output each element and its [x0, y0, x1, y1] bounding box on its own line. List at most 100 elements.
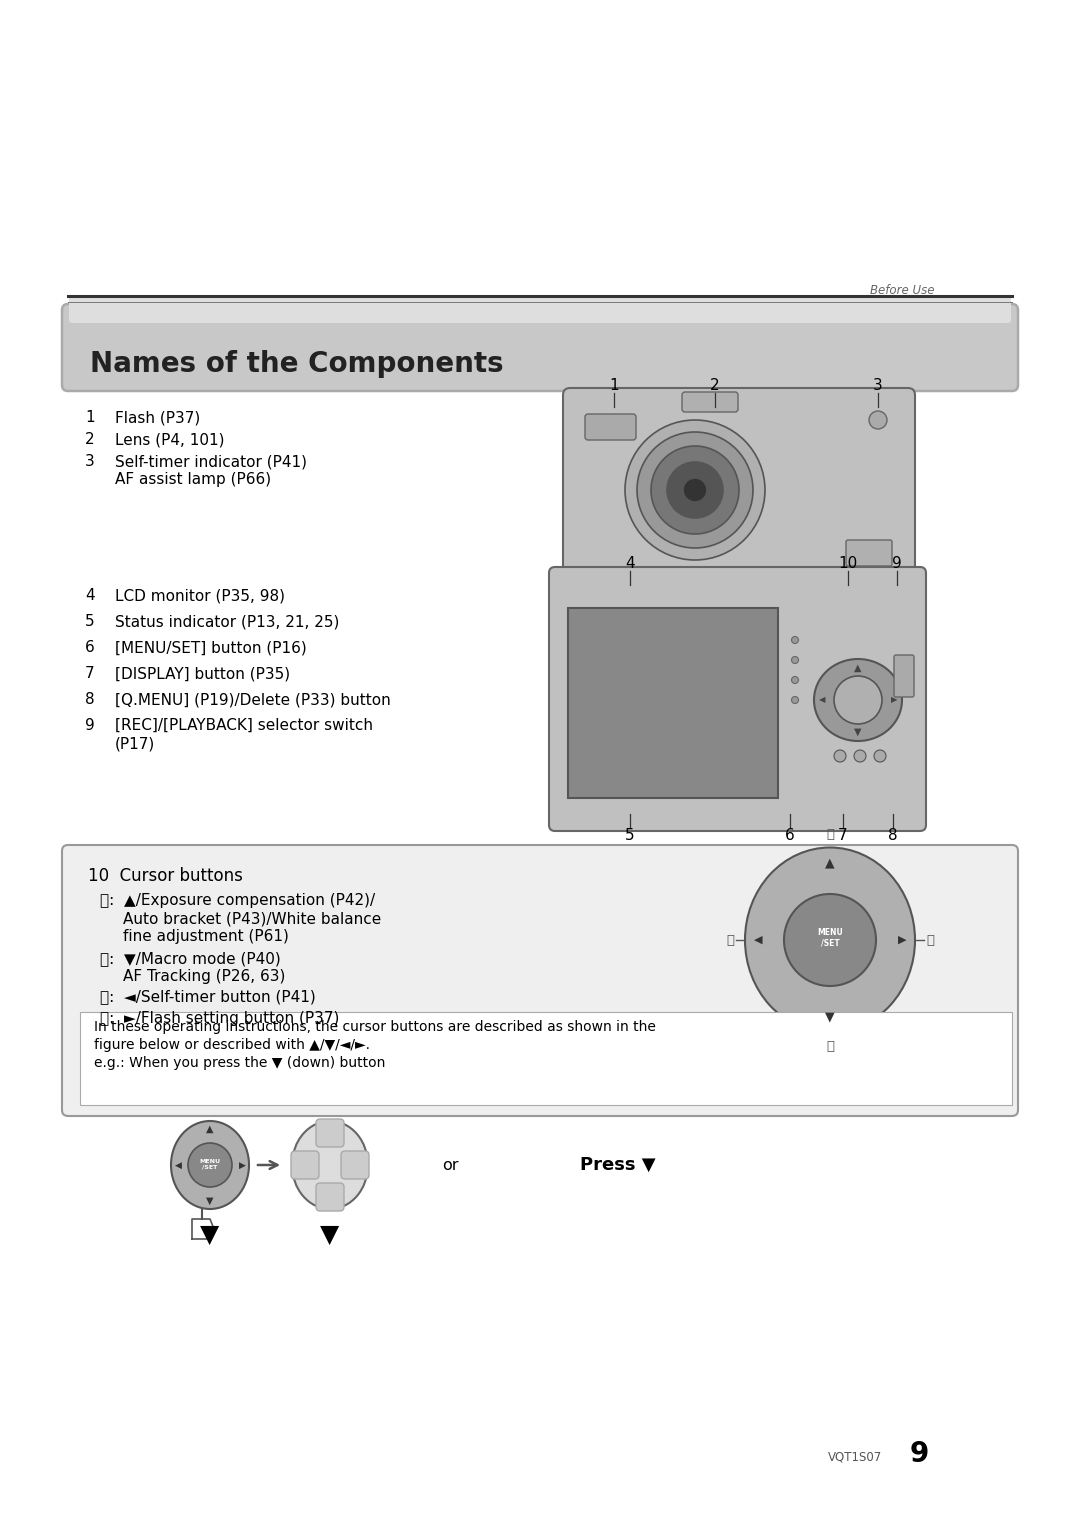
Text: 9: 9	[892, 555, 902, 571]
Text: 4: 4	[85, 588, 95, 603]
Text: Names of the Components: Names of the Components	[90, 349, 503, 378]
Text: MENU
/SET: MENU /SET	[818, 928, 842, 948]
Text: AF assist lamp (P66): AF assist lamp (P66)	[114, 472, 271, 487]
Ellipse shape	[292, 1122, 368, 1209]
FancyBboxPatch shape	[894, 655, 914, 697]
Text: Ⓑ:  ▼/Macro mode (P40): Ⓑ: ▼/Macro mode (P40)	[100, 951, 281, 966]
FancyBboxPatch shape	[585, 414, 636, 439]
Text: 1: 1	[609, 378, 619, 394]
Text: 6: 6	[85, 639, 95, 655]
Text: [Q.MENU] (P19)/Delete (P33) button: [Q.MENU] (P19)/Delete (P33) button	[114, 691, 391, 707]
Text: AF Tracking (P26, 63): AF Tracking (P26, 63)	[123, 969, 285, 984]
Text: Press ▼: Press ▼	[580, 1157, 656, 1173]
Text: 8: 8	[85, 691, 95, 707]
Text: 6: 6	[785, 829, 795, 842]
Text: Ⓒ:  ◄/Self-timer button (P41): Ⓒ: ◄/Self-timer button (P41)	[100, 989, 315, 1004]
Text: ▼: ▼	[825, 1010, 835, 1024]
Text: ▼: ▼	[854, 726, 862, 737]
Text: In these operating instructions, the cursor buttons are described as shown in th: In these operating instructions, the cur…	[94, 1019, 656, 1035]
FancyBboxPatch shape	[846, 540, 892, 566]
Text: Lens (P4, 101): Lens (P4, 101)	[114, 432, 225, 447]
Circle shape	[874, 749, 886, 761]
Circle shape	[854, 749, 866, 761]
Text: ▼: ▼	[206, 1196, 214, 1206]
Text: [DISPLAY] button (P35): [DISPLAY] button (P35)	[114, 665, 291, 681]
FancyBboxPatch shape	[316, 1119, 345, 1148]
Circle shape	[792, 636, 798, 644]
FancyBboxPatch shape	[291, 1151, 319, 1180]
Text: Ⓐ:  ▲/Exposure compensation (P42)/: Ⓐ: ▲/Exposure compensation (P42)/	[100, 893, 375, 908]
Text: ▲: ▲	[206, 1125, 214, 1134]
FancyBboxPatch shape	[80, 1012, 1012, 1105]
Circle shape	[625, 420, 765, 560]
Text: 9: 9	[85, 719, 95, 732]
FancyBboxPatch shape	[341, 1151, 369, 1180]
Text: figure below or described with ▲/▼/◄/►.: figure below or described with ▲/▼/◄/►.	[94, 1038, 370, 1051]
Text: ◀: ◀	[819, 696, 825, 705]
Text: ▶: ▶	[239, 1160, 245, 1169]
FancyBboxPatch shape	[316, 1183, 345, 1212]
Text: Self-timer indicator (P41): Self-timer indicator (P41)	[114, 455, 307, 468]
Text: Ⓓ:  ►/Flash setting button (P37): Ⓓ: ►/Flash setting button (P37)	[100, 1012, 339, 1025]
Circle shape	[651, 446, 739, 534]
Ellipse shape	[171, 1122, 249, 1209]
Text: (P17): (P17)	[114, 736, 156, 751]
Text: ▼: ▼	[321, 1222, 339, 1247]
Text: Before Use: Before Use	[870, 284, 934, 298]
Text: 10: 10	[838, 555, 858, 571]
Text: Ⓒ: Ⓒ	[726, 934, 734, 946]
FancyBboxPatch shape	[549, 568, 926, 832]
Text: 9: 9	[910, 1441, 929, 1468]
Text: 7: 7	[838, 829, 848, 842]
FancyBboxPatch shape	[568, 607, 778, 798]
Text: Ⓑ: Ⓑ	[826, 1041, 834, 1053]
Circle shape	[792, 656, 798, 664]
Ellipse shape	[814, 659, 902, 742]
Text: 3: 3	[85, 455, 95, 468]
Text: 5: 5	[85, 613, 95, 629]
Circle shape	[834, 749, 846, 761]
Circle shape	[637, 432, 753, 548]
Text: ◀: ◀	[754, 935, 762, 945]
FancyBboxPatch shape	[69, 295, 1011, 324]
Text: 2: 2	[711, 378, 719, 394]
Circle shape	[784, 894, 876, 986]
Circle shape	[834, 676, 882, 723]
FancyBboxPatch shape	[62, 845, 1018, 1116]
FancyBboxPatch shape	[62, 304, 1018, 391]
Text: [REC]/[PLAYBACK] selector switch: [REC]/[PLAYBACK] selector switch	[114, 719, 373, 732]
Text: 8: 8	[888, 829, 897, 842]
Text: e.g.: When you press the ▼ (down) button: e.g.: When you press the ▼ (down) button	[94, 1056, 386, 1070]
Text: Ⓐ: Ⓐ	[826, 827, 834, 841]
Text: 4: 4	[625, 555, 635, 571]
Text: fine adjustment (P61): fine adjustment (P61)	[123, 929, 288, 945]
Text: 7: 7	[85, 665, 95, 681]
Text: ▲: ▲	[825, 856, 835, 870]
Text: LCD monitor (P35, 98): LCD monitor (P35, 98)	[114, 588, 285, 603]
Text: ▼: ▼	[201, 1222, 219, 1247]
Circle shape	[792, 676, 798, 684]
FancyBboxPatch shape	[563, 388, 915, 580]
Text: ◀: ◀	[175, 1160, 181, 1169]
Circle shape	[869, 410, 887, 429]
Circle shape	[683, 478, 707, 502]
FancyBboxPatch shape	[681, 392, 738, 412]
Text: MENU
/SET: MENU /SET	[200, 1158, 220, 1169]
Text: or: or	[442, 1158, 458, 1172]
Text: 5: 5	[625, 829, 635, 842]
Circle shape	[667, 462, 723, 517]
Text: Ⓓ: Ⓓ	[926, 934, 934, 946]
Text: [MENU/SET] button (P16): [MENU/SET] button (P16)	[114, 639, 307, 655]
Text: 2: 2	[85, 432, 95, 447]
Text: ▲: ▲	[854, 662, 862, 673]
Circle shape	[188, 1143, 232, 1187]
Text: Auto bracket (P43)/White balance: Auto bracket (P43)/White balance	[123, 911, 381, 926]
Text: 1: 1	[85, 410, 95, 426]
Text: 10  Cursor buttons: 10 Cursor buttons	[87, 867, 243, 885]
Text: ▶: ▶	[897, 935, 906, 945]
Text: VQT1S07: VQT1S07	[827, 1450, 882, 1463]
Text: 3: 3	[873, 378, 882, 394]
Text: Status indicator (P13, 21, 25): Status indicator (P13, 21, 25)	[114, 613, 339, 629]
Circle shape	[792, 696, 798, 703]
Ellipse shape	[745, 847, 915, 1033]
